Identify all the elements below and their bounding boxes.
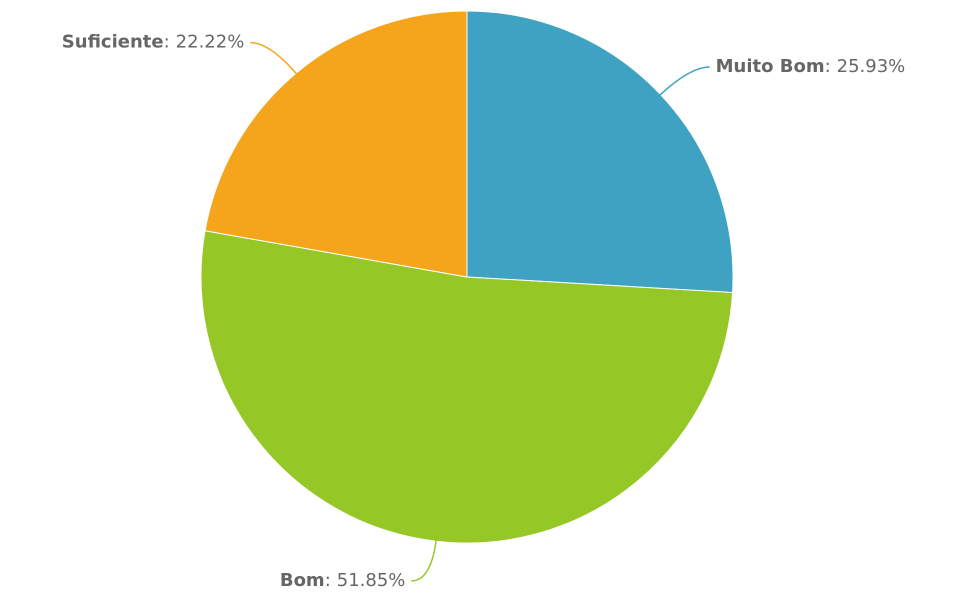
data-label: Bom: 51.85% [280, 570, 406, 591]
connector [250, 41, 300, 77]
label-value: 22.22% [176, 32, 245, 53]
connector [411, 537, 438, 582]
connector [657, 66, 710, 98]
label-name: Bom [280, 570, 325, 591]
label-separator: : [325, 570, 331, 591]
data-label: Suficiente: 22.22% [62, 32, 245, 53]
label-separator: : [164, 32, 170, 53]
data-label: Muito Bom: 25.93% [716, 56, 906, 77]
label-name: Suficiente [62, 32, 164, 53]
label-separator: : [825, 56, 831, 77]
pie-slice [204, 10, 468, 278]
label-value: 51.85% [337, 570, 406, 591]
label-value: 25.93% [837, 56, 906, 77]
label-name: Muito Bom [716, 56, 825, 77]
pie-slice [466, 10, 734, 294]
